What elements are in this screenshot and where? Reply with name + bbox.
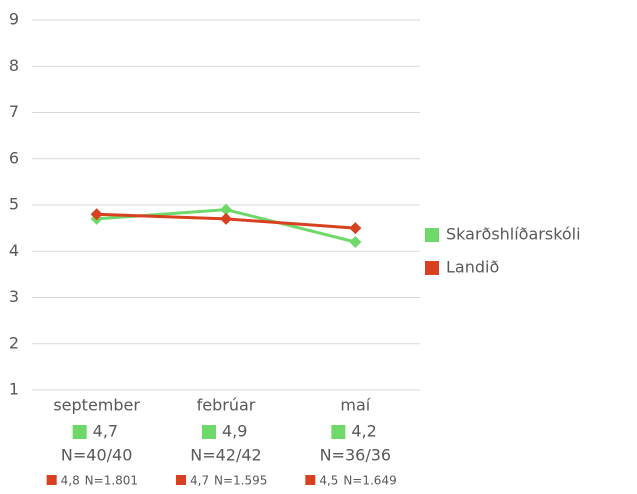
n-label: N=42/42: [190, 446, 261, 465]
marker: [349, 222, 362, 235]
n-label: N=40/40: [61, 446, 132, 465]
value-label: 4,9: [222, 422, 247, 441]
marker: [90, 208, 103, 221]
n-label: N=36/36: [320, 446, 391, 465]
n-label: N=1.595: [214, 474, 267, 488]
y-tick-label: 2: [9, 333, 19, 352]
legend-swatch: [425, 228, 439, 242]
x-tick-label: maí: [340, 396, 370, 415]
y-tick-label: 8: [9, 56, 19, 75]
value-label: 4,7: [190, 474, 209, 488]
value-label: 4,8: [61, 474, 80, 488]
label-swatch: [331, 425, 346, 439]
label-swatch: [305, 475, 316, 485]
y-tick-label: 9: [9, 10, 19, 29]
marker: [349, 236, 362, 248]
value-label: 4,7: [93, 422, 118, 441]
marker: [220, 203, 232, 216]
x-tick-label: febrúar: [197, 396, 256, 415]
value-label: 4,5: [319, 474, 338, 488]
label-swatch: [202, 425, 216, 439]
x-tick-label: september: [53, 396, 140, 415]
n-label: N=1.649: [343, 474, 396, 488]
y-tick-label: 4: [9, 241, 19, 260]
y-tick-label: 7: [9, 102, 19, 121]
y-tick-label: 5: [9, 195, 19, 214]
legend-label: Skarðshlíðarskóli: [446, 225, 581, 244]
y-tick-label: 6: [9, 148, 19, 167]
label-swatch: [46, 475, 57, 485]
y-tick-label: 1: [9, 380, 19, 399]
n-label: N=1.801: [85, 474, 138, 488]
legend-label: Landið: [446, 258, 499, 277]
label-swatch: [176, 475, 186, 485]
value-label: 4,2: [351, 422, 376, 441]
label-swatch: [72, 425, 87, 439]
y-tick-label: 3: [9, 287, 19, 306]
legend-swatch: [425, 261, 439, 275]
marker: [220, 212, 232, 225]
